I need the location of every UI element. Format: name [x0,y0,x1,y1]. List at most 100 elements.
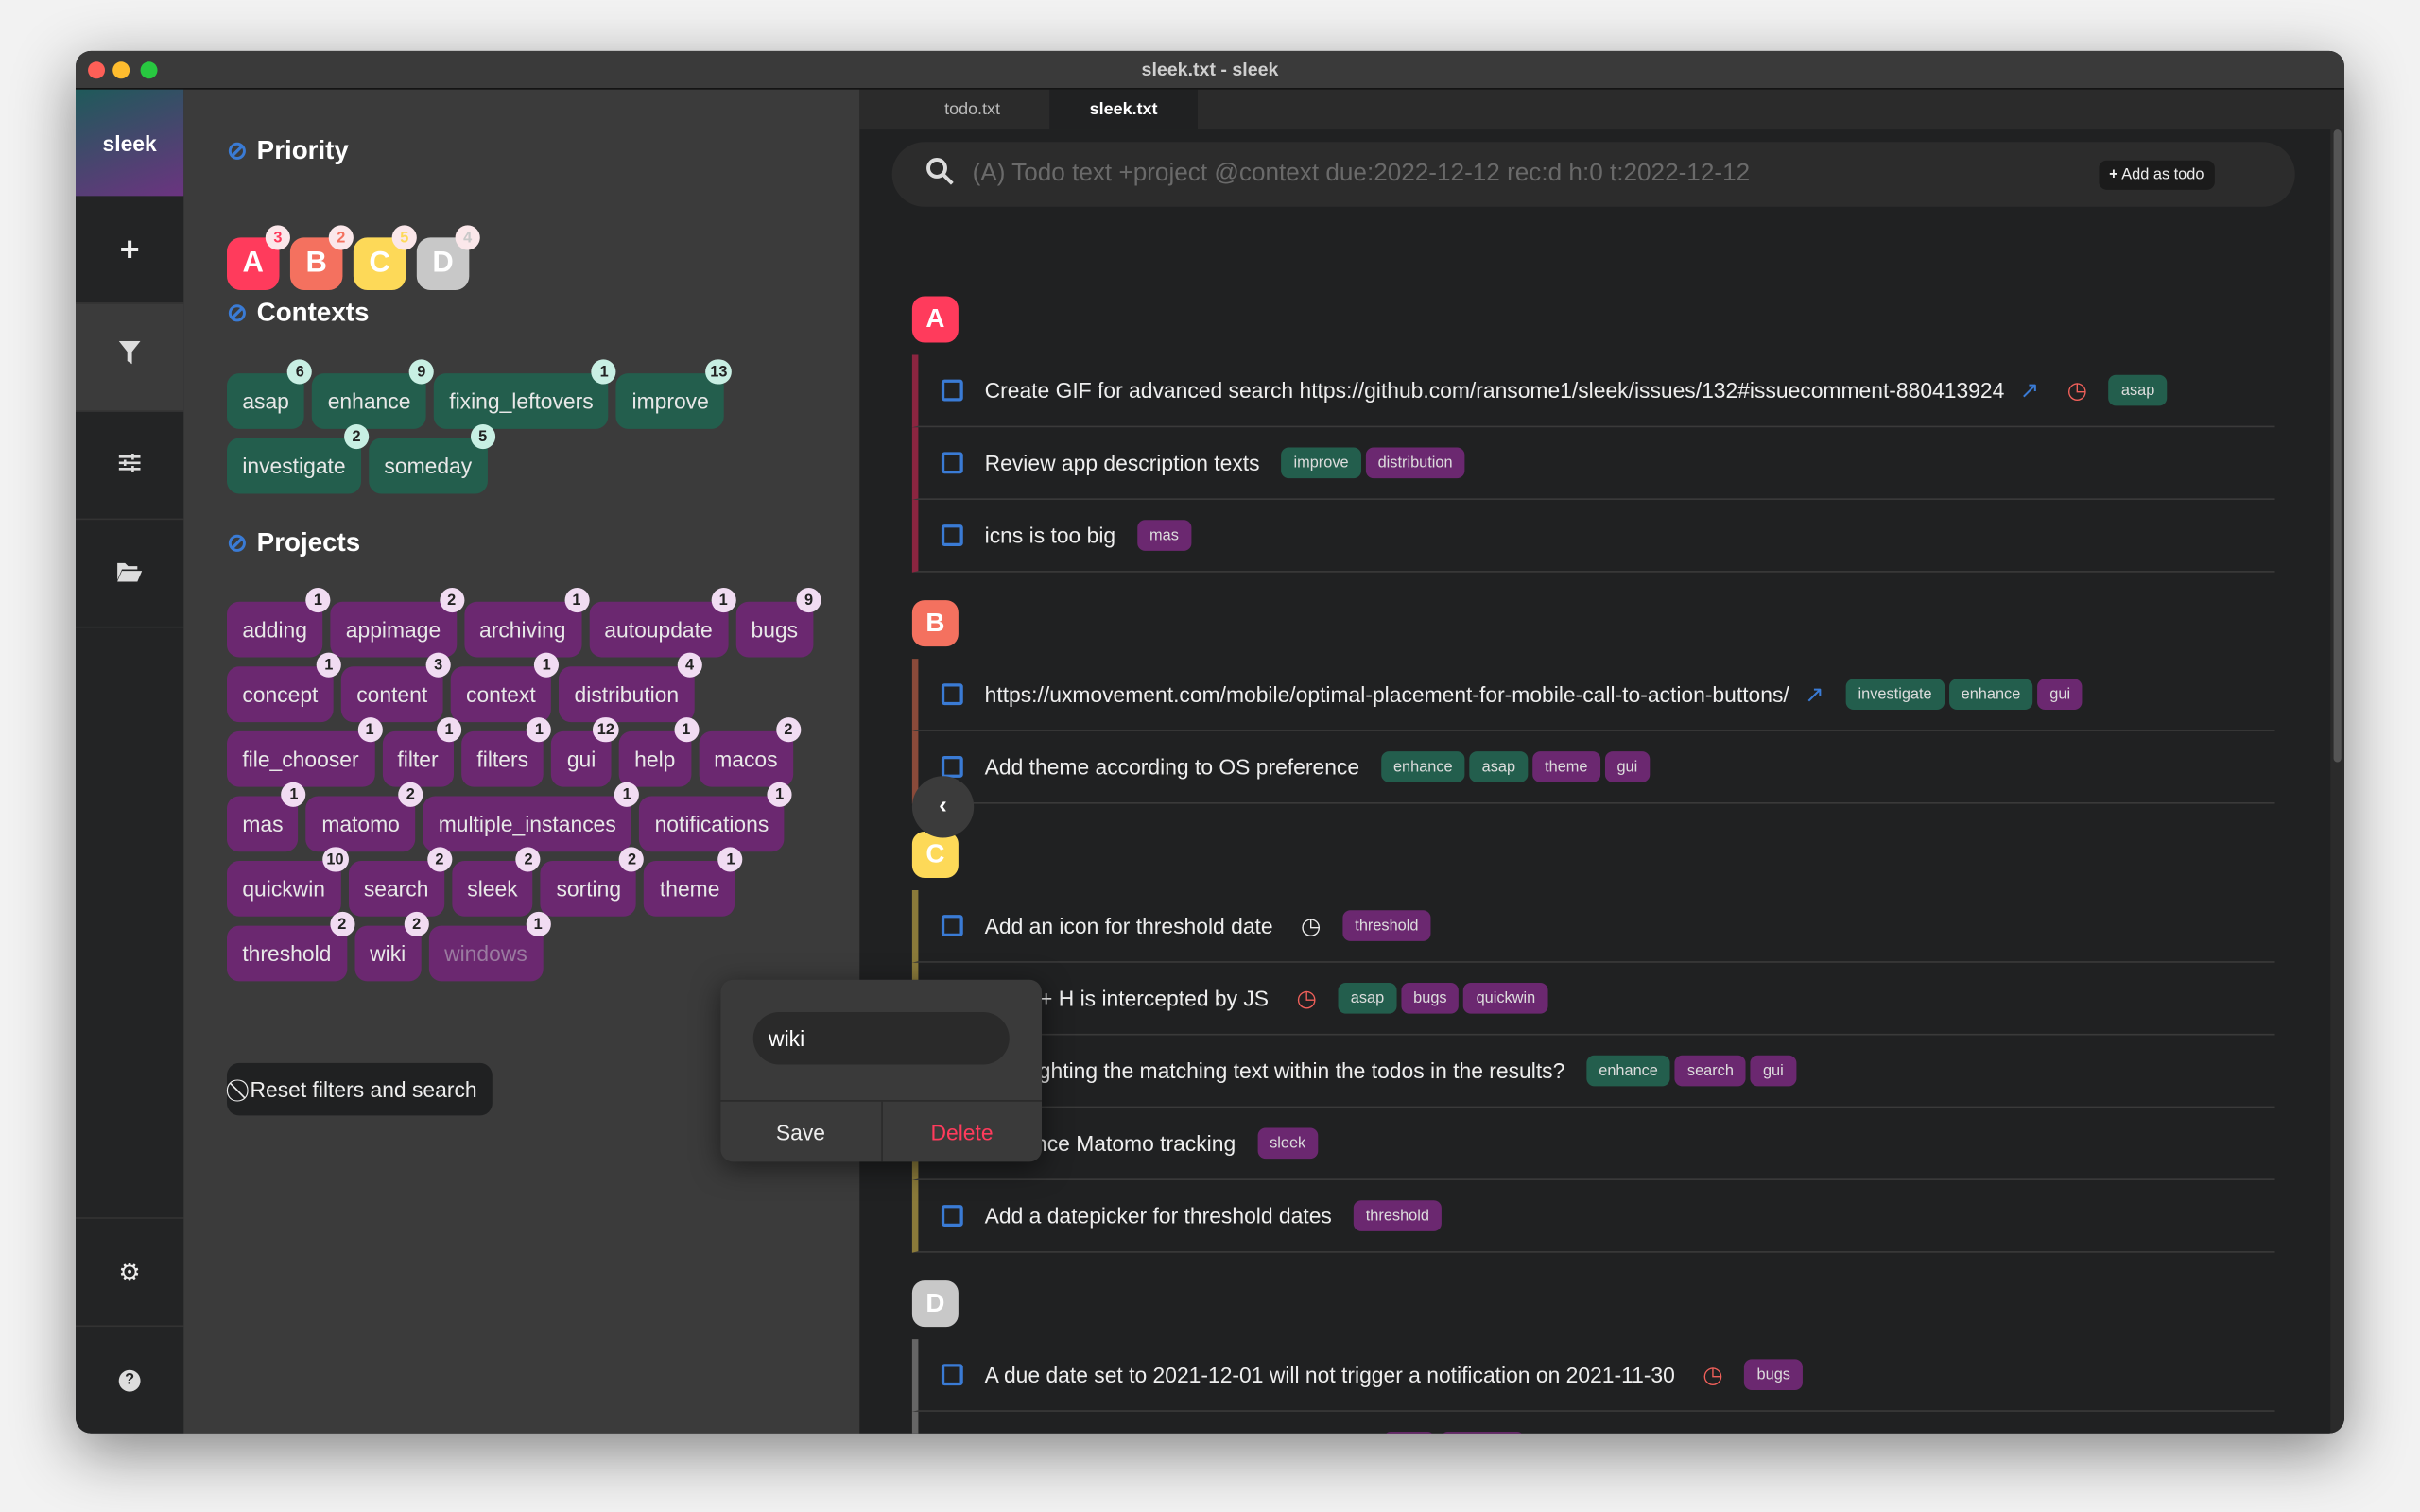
projects-filter-help[interactable]: help 1 [618,717,699,787]
complete-checkbox[interactable] [941,1364,963,1386]
todo-tag-bugs[interactable]: bugs [1401,982,1460,1014]
projects-filter-distribution[interactable]: distribution 4 [559,652,702,723]
search-input[interactable] [972,160,2099,189]
scrollbar-thumb[interactable] [2333,129,2342,763]
todo-tag-threshold[interactable]: threshold [1353,1200,1442,1231]
complete-checkbox[interactable] [941,452,963,474]
filter-button[interactable] [75,303,184,412]
scrollbar[interactable] [2330,129,2344,1434]
todo-row[interactable]: Add theme according to OS preference enha… [911,730,2275,804]
delete-button[interactable]: Delete [930,1119,994,1144]
projects-filter-gui[interactable]: gui 12 [551,717,619,787]
projects-filter-matomo[interactable]: matomo 2 [306,782,424,852]
todo-tag-enhance[interactable]: enhance [1586,1055,1670,1087]
projects-filter-concept[interactable]: concept 1 [226,652,341,723]
projects-filter-sleek[interactable]: sleek 2 [451,847,542,917]
complete-checkbox[interactable] [941,379,963,402]
todo-row[interactable]: Add selectFilter function to divider row… [911,1411,2275,1434]
todo-row[interactable]: Add a datepicker for threshold dates thre… [911,1179,2275,1253]
eye-slash-icon[interactable]: ⊘ [226,530,248,558]
projects-filter-sorting[interactable]: sorting 2 [541,847,645,917]
todo-tag-gui[interactable]: gui [1604,751,1651,782]
todo-tag-quickwin[interactable]: quickwin [1441,1432,1525,1434]
projects-filter-quickwin[interactable]: quickwin 10 [226,847,349,917]
todo-tag-mas[interactable]: mas [1136,520,1191,551]
todo-tag-improve[interactable]: improve [1281,447,1361,479]
add-as-todo-button[interactable]: + Add as todo [2098,159,2215,189]
todo-row[interactable]: Create GIF for advanced search https://g… [911,354,2275,428]
todo-tag-asap[interactable]: asap [2108,374,2168,406]
tab-todo-txt[interactable]: todo.txt [944,100,1001,119]
settings-button[interactable]: ⚙ [75,1217,184,1325]
complete-checkbox[interactable] [941,755,963,778]
todo-tag-enhance[interactable]: enhance [1380,751,1465,782]
add-todo-button[interactable]: + [75,196,184,304]
save-button[interactable]: Save [720,1101,883,1162]
todo-row[interactable]: Review app description texts improve distr… [911,427,2275,500]
contexts-filter-fixing_leftovers[interactable]: fixing_leftovers 1 [433,359,617,429]
projects-filter-bugs[interactable]: bugs 9 [735,588,821,658]
contexts-filter-enhance[interactable]: enhance 9 [312,359,434,429]
todo-tag-asap[interactable]: asap [1338,982,1397,1014]
contexts-filter-someday[interactable]: someday 5 [369,423,495,494]
todo-tag-distribution[interactable]: distribution [1365,447,1465,479]
todo-tag-sleek[interactable]: sleek [1257,1127,1319,1160]
projects-filter-windows[interactable]: windows 1 [428,911,551,982]
projects-filter-adding[interactable]: adding 1 [226,588,331,658]
todo-row[interactable]: icns is too big mas [911,499,2275,573]
projects-filter-theme[interactable]: theme 1 [644,847,743,917]
todo-row[interactable]: Add an icon for threshold date ◷ threshold [911,890,2275,963]
projects-filter-multiple_instances[interactable]: multiple_instances 1 [423,782,640,852]
projects-filter-archiving[interactable]: archiving 1 [463,588,589,658]
open-file-button[interactable] [75,520,184,628]
contexts-filter-asap[interactable]: asap 6 [226,359,313,429]
todo-tag-bugs[interactable]: bugs [1744,1359,1804,1391]
help-button[interactable]: ? [75,1325,184,1433]
todo-tag-theme[interactable]: theme [1532,751,1600,782]
projects-filter-autoupdate[interactable]: autoupdate 1 [588,588,736,658]
eye-slash-icon[interactable]: ⊘ [226,301,248,328]
filter-name-input[interactable] [752,1012,1010,1065]
todo-tag-gui[interactable]: gui [2037,679,2083,711]
projects-filter-wiki[interactable]: wiki 2 [354,911,429,982]
contexts-header[interactable]: ⊘ Contexts [227,298,369,329]
complete-checkbox[interactable] [941,683,963,706]
projects-filter-file_chooser[interactable]: file_chooser 1 [226,717,383,787]
complete-checkbox[interactable] [941,915,963,937]
projects-filter-context[interactable]: context 1 [450,652,560,723]
projects-header[interactable]: ⊘ Projects [227,527,360,558]
projects-filter-filters[interactable]: filters 1 [461,717,552,787]
todo-row[interactable]: Enhance Matomo tracking sleek [911,1108,2275,1180]
tab-sleek-txt[interactable]: sleek.txt [1049,89,1198,130]
reset-filters-button[interactable]: ⃠Reset filters and search [226,1062,493,1116]
external-link-icon[interactable]: ↗ [2019,377,2040,404]
projects-filter-notifications[interactable]: notifications 1 [639,782,792,852]
todo-row[interactable]: CMD + H is intercepted by JS ◷ asap bugs qui… [911,962,2275,1036]
todo-tag-asap[interactable]: asap [1469,751,1529,782]
todo-row[interactable]: https://uxmovement.com/mobile/optimal-pl… [911,659,2275,731]
todo-tag-enhance[interactable]: enhance [1948,679,2033,711]
todo-tag-filter[interactable]: filter [1382,1432,1437,1434]
maximize-window-button[interactable] [140,61,158,79]
view-settings-button[interactable] [75,412,184,521]
priority-header[interactable]: ⊘ Priority [227,136,349,167]
complete-checkbox[interactable] [941,524,963,546]
projects-filter-mas[interactable]: mas 1 [226,782,307,852]
minimize-window-button[interactable] [112,61,130,79]
collapse-drawer-button[interactable]: ‹ [911,776,975,838]
projects-filter-filter[interactable]: filter 1 [382,717,462,787]
todo-row[interactable]: Highlighting the matching text within th… [911,1035,2275,1108]
contexts-filter-investigate[interactable]: investigate 2 [226,423,370,494]
eye-slash-icon[interactable]: ⊘ [226,138,248,165]
projects-filter-macos[interactable]: macos 2 [698,717,802,787]
external-link-icon[interactable]: ↗ [1805,681,1824,709]
contexts-filter-improve[interactable]: improve 13 [616,359,733,429]
todo-row[interactable]: A due date set to 2021-12-01 will not tr… [911,1339,2275,1412]
complete-checkbox[interactable] [941,1205,963,1227]
todo-tag-quickwin[interactable]: quickwin [1463,982,1548,1014]
todo-tag-gui[interactable]: gui [1750,1055,1796,1087]
todo-tag-search[interactable]: search [1674,1055,1746,1087]
